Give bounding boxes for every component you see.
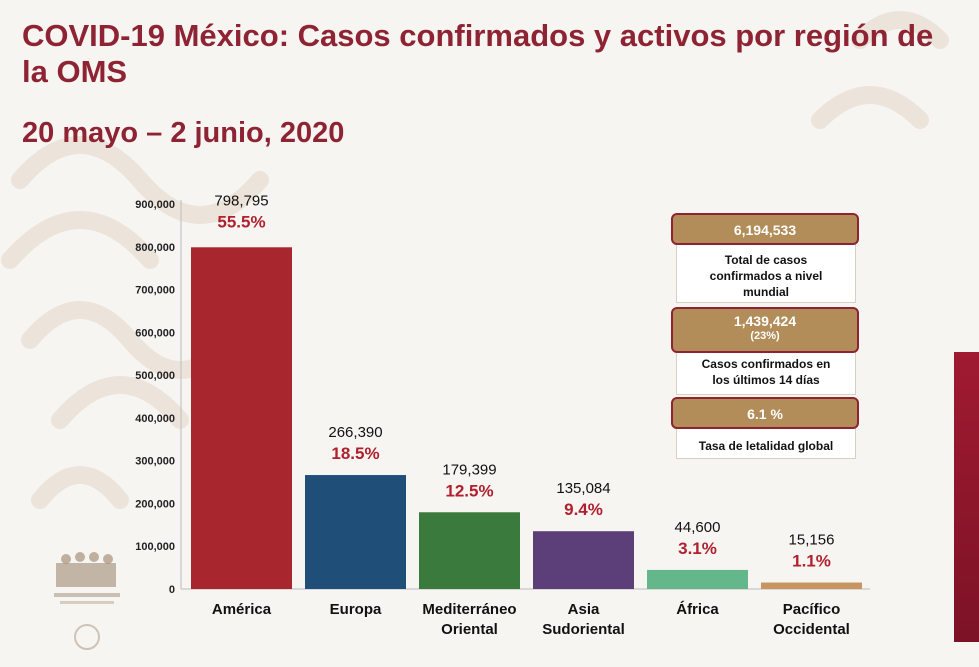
y-tick-label: 900,000 bbox=[135, 199, 175, 211]
bar bbox=[647, 569, 748, 589]
category-label: Sudoriental bbox=[542, 621, 625, 638]
percent-label: 18.5% bbox=[331, 444, 379, 463]
percent-label: 3.1% bbox=[678, 539, 717, 558]
total-caption-line: mundial bbox=[742, 285, 789, 299]
y-tick-label: 400,000 bbox=[135, 413, 175, 425]
category-label: América bbox=[212, 601, 272, 618]
side-accent-bar bbox=[954, 352, 979, 642]
total-cases-value: 6,194,533 bbox=[733, 222, 797, 238]
y-tick-label: 300,000 bbox=[135, 456, 175, 468]
category-label: Mediterráneo bbox=[422, 601, 516, 618]
value-label: 15,156 bbox=[789, 532, 835, 549]
recent-cases-percent: (23%) bbox=[750, 330, 780, 342]
y-tick-label: 200,000 bbox=[135, 498, 175, 510]
category-label: Asia bbox=[568, 601, 600, 618]
y-tick-label: 800,000 bbox=[135, 242, 175, 254]
value-label: 135,084 bbox=[556, 480, 610, 497]
bar bbox=[191, 247, 292, 589]
recent-cases-value: 1,439,424 bbox=[733, 313, 797, 329]
recent-caption-line: Casos confirmados en bbox=[701, 357, 831, 371]
y-tick-label: 100,000 bbox=[135, 541, 175, 553]
category-label: Pacífico bbox=[783, 601, 841, 618]
value-label: 266,390 bbox=[328, 424, 382, 441]
recent-caption-line: los últimos 14 días bbox=[712, 373, 820, 387]
value-label: 44,600 bbox=[675, 519, 721, 536]
lethality-pill: 6.1 % bbox=[671, 397, 859, 429]
y-tick-label: 600,000 bbox=[135, 327, 175, 339]
percent-label: 1.1% bbox=[792, 552, 831, 571]
government-logo bbox=[54, 552, 120, 650]
percent-label: 55.5% bbox=[217, 212, 265, 231]
category-label: Occidental bbox=[773, 621, 850, 638]
bar bbox=[533, 531, 634, 589]
y-tick-label: 0 bbox=[169, 584, 175, 596]
total-caption: Total de casos confirmados a nivel mundial bbox=[676, 237, 856, 303]
bar bbox=[419, 512, 520, 589]
page-title: COVID-19 México: Casos confirmados y act… bbox=[22, 18, 934, 89]
summary-panel: Total de casos confirmados a nivel mundial… bbox=[668, 211, 864, 461]
lethality-value: 6.1 % bbox=[747, 406, 783, 422]
category-label: África bbox=[676, 601, 719, 618]
lethality-caption-line: Tasa de letalidad global bbox=[698, 439, 834, 453]
bar bbox=[761, 582, 862, 589]
category-label: Europa bbox=[330, 601, 382, 618]
y-tick-label: 700,000 bbox=[135, 285, 175, 297]
bar bbox=[305, 475, 406, 589]
category-label: Oriental bbox=[441, 621, 498, 638]
total-caption-line: confirmados a nivel bbox=[709, 269, 823, 283]
value-label: 179,399 bbox=[442, 461, 496, 478]
total-caption-line: Total de casos bbox=[724, 253, 808, 267]
page-subtitle: 20 mayo – 2 junio, 2020 bbox=[22, 117, 345, 149]
total-cases-pill: 6,194,533 bbox=[671, 213, 859, 245]
recent-cases-pill: 1,439,424 (23%) bbox=[671, 307, 859, 353]
percent-label: 9.4% bbox=[564, 500, 603, 519]
percent-label: 12.5% bbox=[445, 481, 493, 500]
value-label: 798,795 bbox=[214, 192, 268, 209]
y-tick-label: 500,000 bbox=[135, 370, 175, 382]
